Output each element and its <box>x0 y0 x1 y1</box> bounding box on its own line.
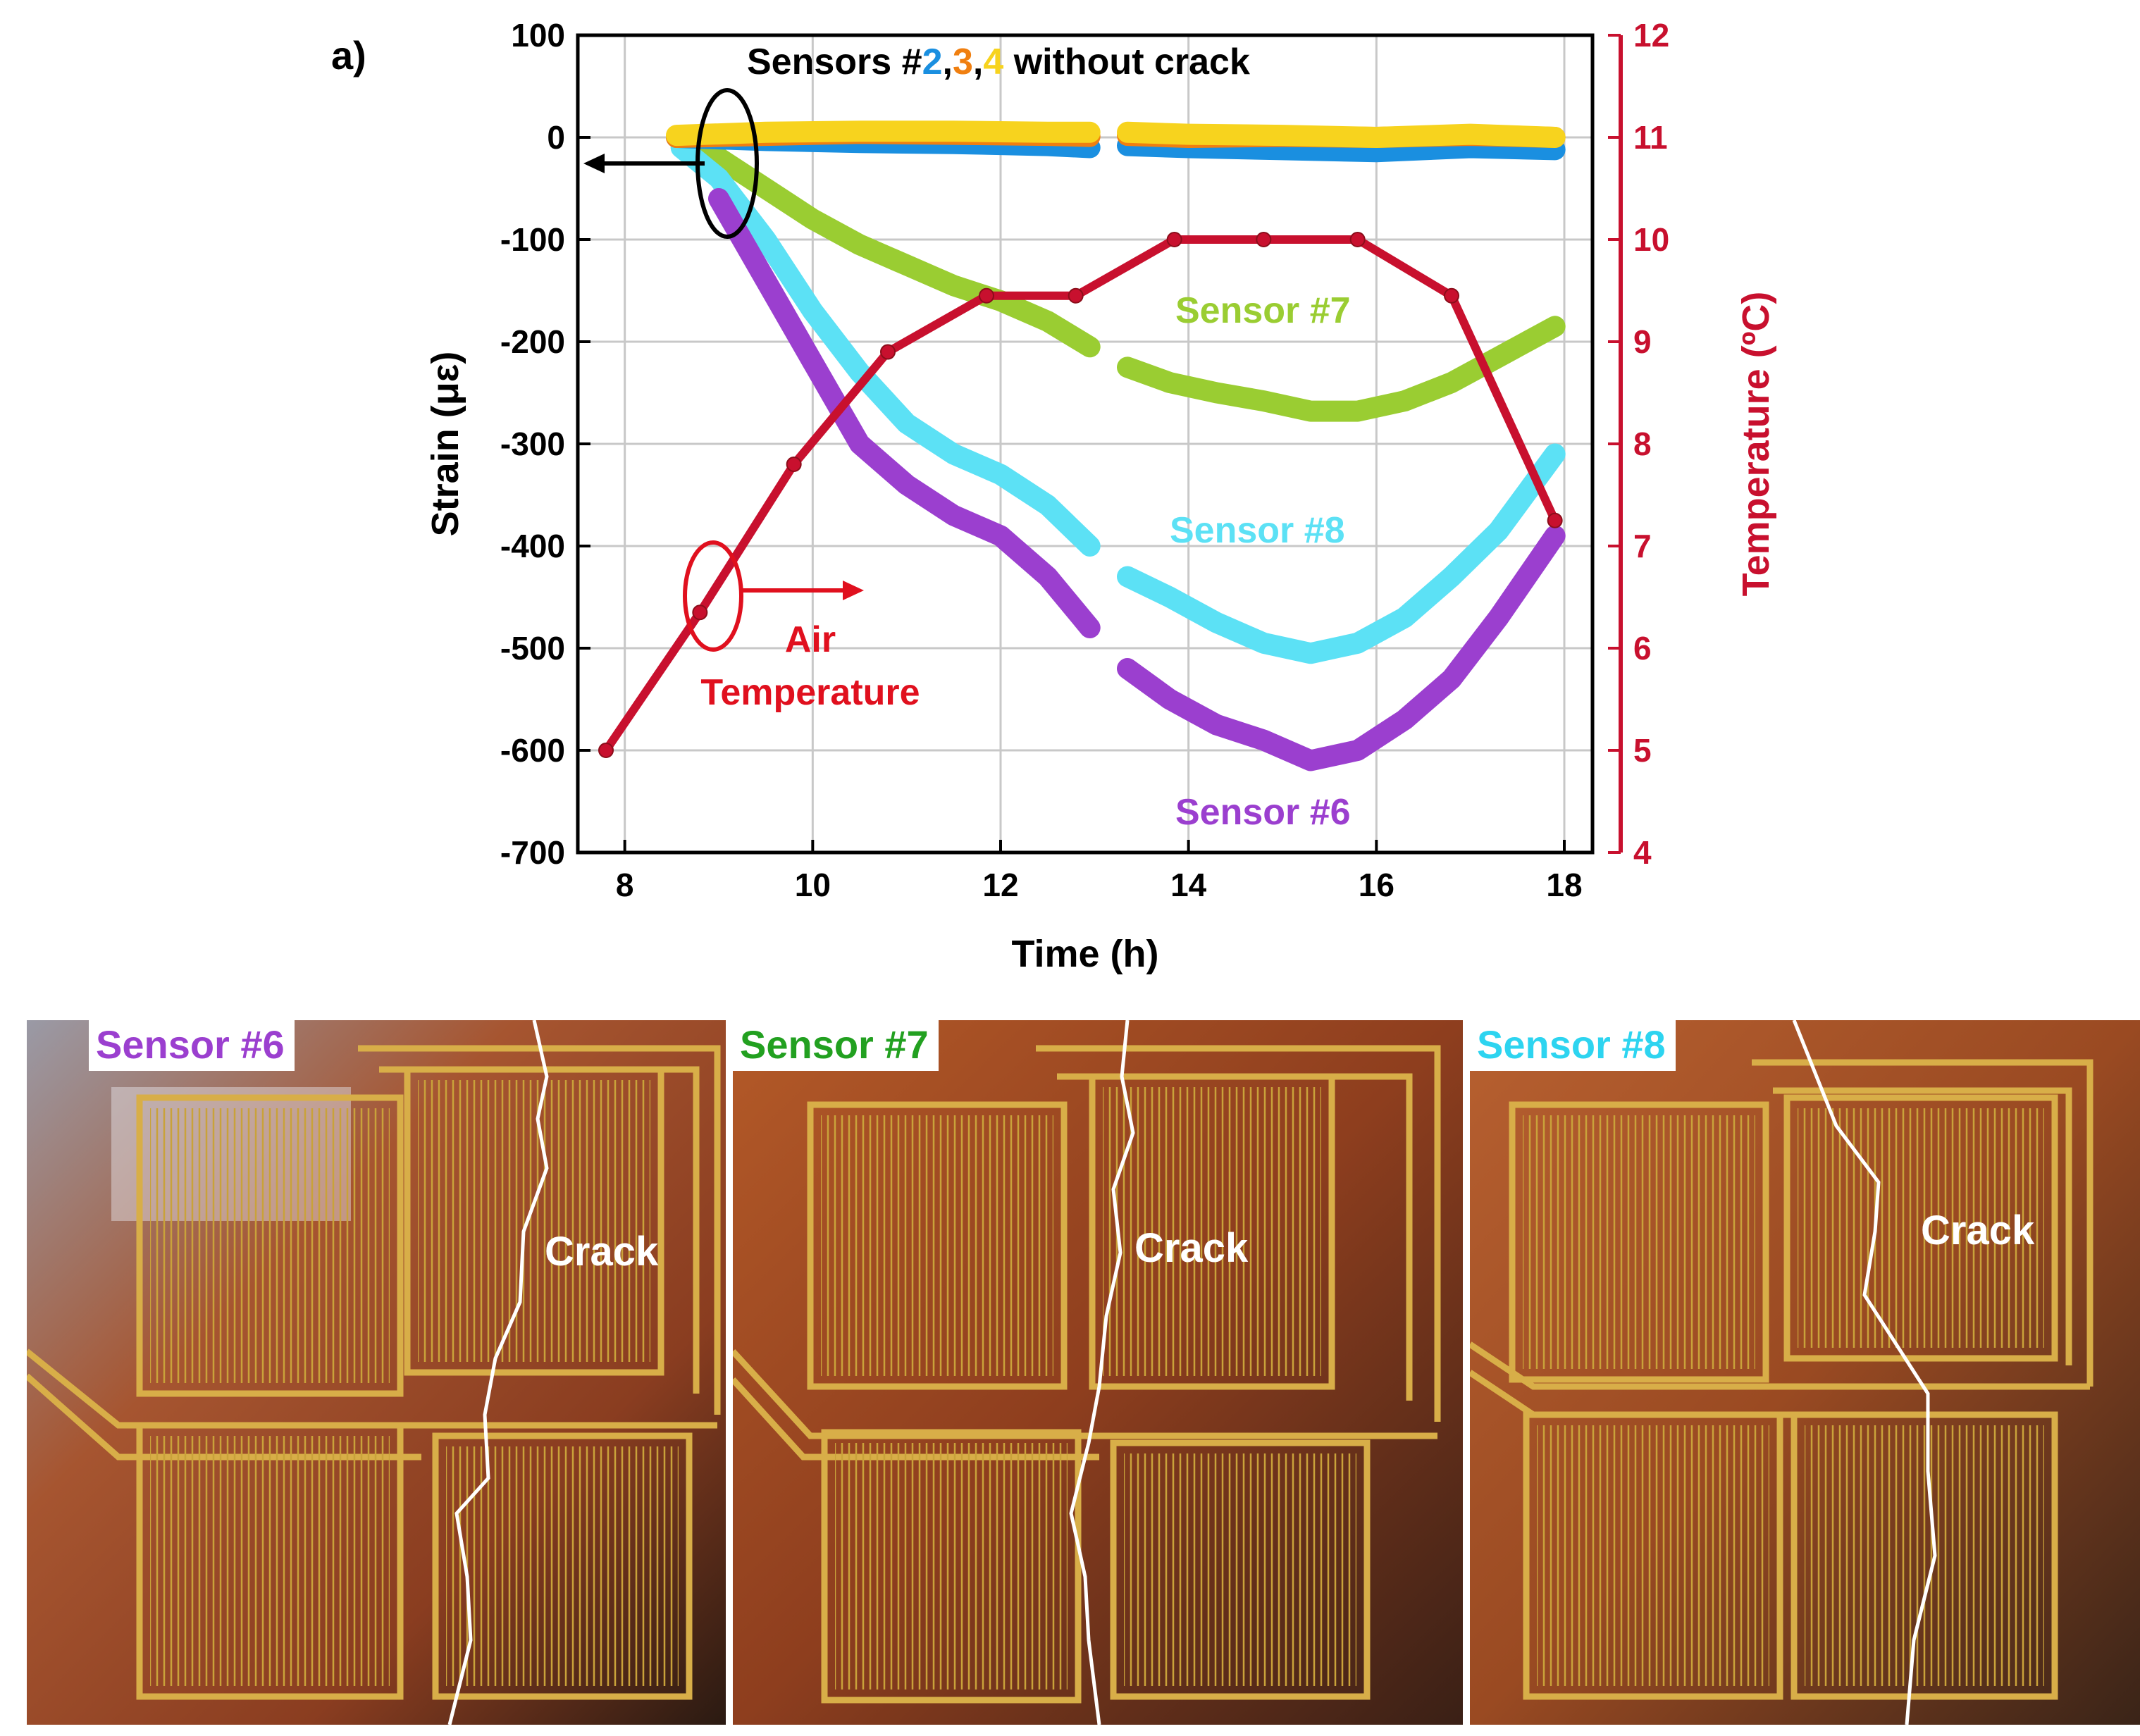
sensor8-photo-drawing <box>1470 1020 2140 1725</box>
ticks: 8 10 12 14 16 18 100 0 -100 -200 -300 -400 -500 -600 -… <box>500 17 1669 903</box>
temp-point <box>1547 512 1563 528</box>
sensor7-photo-label: Sensor #7 <box>733 1020 939 1071</box>
y-left-tick-label: -700 <box>500 834 565 871</box>
temp-point <box>692 604 708 621</box>
y-right-tick-label: 12 <box>1633 17 1669 54</box>
sensor6-photo-label: Sensor #6 <box>89 1020 295 1071</box>
top-annotation-sensor3: 3 <box>953 42 973 82</box>
series-line-sensor-7 <box>1117 316 1566 422</box>
top-annotation-sensor4: 4 <box>983 42 1003 82</box>
sensor8-crack-label: Crack <box>1921 1208 2035 1253</box>
y-left-tick-label: -300 <box>500 426 565 462</box>
y-right-tick-label: 7 <box>1633 528 1652 564</box>
y-left-tick-label: -500 <box>500 630 565 666</box>
y-left-tick-label: -400 <box>500 528 565 564</box>
y-right-tick-label: 11 <box>1633 119 1668 156</box>
crack-line <box>447 1020 549 1725</box>
x-tick-label: 12 <box>982 867 1018 903</box>
sensor6-photo-drawing <box>27 1020 726 1725</box>
temp-point <box>1256 232 1272 247</box>
crack-line <box>1069 1020 1135 1725</box>
temp-point <box>786 457 802 472</box>
sensor7-annotation: Sensor #7 <box>1175 290 1351 331</box>
x-axis-title: Time (h) <box>1011 933 1158 975</box>
figure-a-chart: a) 8 10 12 14 16 18 100 0 -100 -200 -300 -400 -500 -6… <box>331 17 1777 975</box>
sensor6-crack-label: Crack <box>545 1229 659 1275</box>
temp-point <box>1166 232 1182 247</box>
crack-line <box>1792 1020 1937 1725</box>
series-line-4 <box>1117 121 1566 148</box>
sensor8-photo-label: Sensor #8 <box>1470 1020 1676 1071</box>
series-line-4 <box>666 120 1101 147</box>
y-right-tick-label: 6 <box>1633 630 1652 666</box>
series-line-sensor-8 <box>670 137 1101 557</box>
top-annotation-prefix: Sensors # <box>747 42 922 82</box>
sensor7-photo: Sensor #7 Crack <box>733 1020 1463 1725</box>
top-annotation-comma1: , <box>943 42 953 82</box>
y-left-axis-title: Strain (με) <box>424 352 466 537</box>
temp-point <box>880 344 896 360</box>
series-line-sensor-6 <box>708 188 1101 638</box>
panel-a-label: a) <box>331 33 366 78</box>
x-tick-label: 16 <box>1359 867 1394 903</box>
right-axis-arrowhead <box>843 581 864 600</box>
temp-point <box>979 287 994 304</box>
top-annotation-suffix: without crack <box>1003 42 1250 82</box>
y-left-tick-label: 100 <box>511 17 565 54</box>
y-right-tick-label: 10 <box>1633 221 1669 258</box>
left-axis-arrowhead <box>583 154 605 173</box>
top-annotation-sensor2: 2 <box>922 42 943 82</box>
y-right-tick-label: 5 <box>1633 732 1652 769</box>
series-line-sensor-7 <box>670 132 1101 358</box>
y-right-tick-label: 8 <box>1633 426 1652 462</box>
y-left-tick-label: -100 <box>500 221 565 258</box>
air-temp-annotation-line1: Air <box>785 619 836 660</box>
temp-point <box>598 743 614 758</box>
sensor7-crack-label: Crack <box>1134 1225 1249 1271</box>
air-temp-ellipse <box>683 540 743 652</box>
x-tick-label: 14 <box>1170 867 1207 903</box>
series-line-sensor-8 <box>1117 443 1566 664</box>
y-right-tick-label: 4 <box>1633 834 1652 871</box>
y-left-tick-label: -200 <box>500 323 565 360</box>
sensor8-annotation: Sensor #8 <box>1170 510 1345 551</box>
sensor7-photo-drawing <box>733 1020 1463 1725</box>
temp-point <box>1444 287 1459 304</box>
temp-point <box>1068 287 1084 304</box>
y-left-tick-label: -600 <box>500 732 565 769</box>
temp-point <box>1349 232 1366 247</box>
top-annotation-comma2: , <box>973 42 983 82</box>
x-tick-label: 10 <box>795 867 831 903</box>
sensor6-photo: Sensor #6 Crack <box>27 1020 726 1725</box>
top-annotation: Sensors #2,3,4 without crack <box>747 42 1250 82</box>
series-layer <box>598 120 1566 771</box>
series-line-sensor-6 <box>1117 525 1566 771</box>
sensor8-photo: Sensor #8 Crack <box>1470 1020 2140 1725</box>
y-right-axis-title: Temperature (ºC) <box>1735 292 1777 597</box>
x-tick-label: 8 <box>616 867 634 903</box>
x-tick-label: 18 <box>1546 867 1582 903</box>
y-left-tick-label: 0 <box>547 119 565 156</box>
sensor6-annotation: Sensor #6 <box>1175 792 1351 833</box>
air-temp-annotation-line2: Temperature <box>700 672 920 713</box>
y-right-tick-label: 9 <box>1633 323 1652 360</box>
